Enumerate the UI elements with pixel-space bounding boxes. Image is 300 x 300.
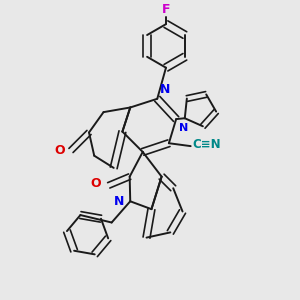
Text: F: F [162, 3, 170, 16]
Text: N: N [179, 124, 188, 134]
Text: N: N [160, 83, 170, 96]
Text: O: O [54, 144, 64, 157]
Text: C≡N: C≡N [192, 138, 221, 151]
Text: O: O [91, 177, 101, 190]
Text: N: N [114, 195, 124, 208]
